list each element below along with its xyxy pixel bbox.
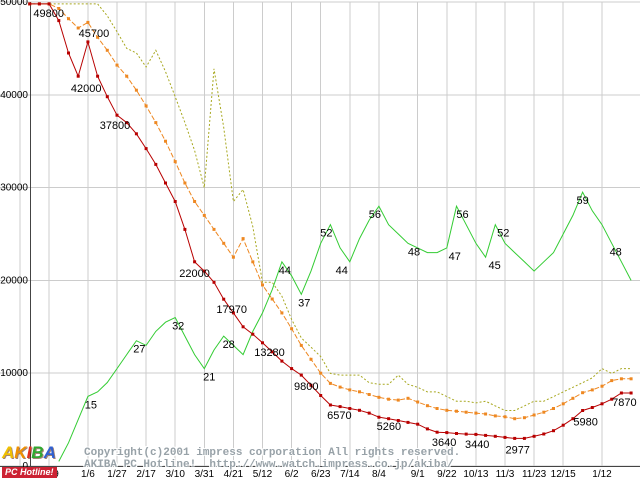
svg-text:59: 59 [576, 195, 588, 207]
svg-text:44: 44 [279, 265, 291, 277]
svg-text:9800: 9800 [294, 381, 318, 393]
svg-text:9/22: 9/22 [437, 469, 457, 480]
svg-text:10000: 10000 [0, 368, 28, 379]
svg-text:5/12: 5/12 [253, 469, 273, 480]
svg-text:1/12: 1/12 [592, 469, 612, 480]
svg-text:45700: 45700 [79, 28, 110, 40]
svg-text:1/27: 1/27 [107, 469, 127, 480]
svg-text:6/23: 6/23 [311, 469, 331, 480]
logo-letter: A [43, 443, 56, 462]
svg-text:37: 37 [298, 297, 310, 309]
svg-text:50000: 50000 [0, 0, 28, 8]
svg-text:8/4: 8/4 [372, 469, 386, 480]
svg-text:52: 52 [497, 228, 509, 240]
svg-text:56: 56 [369, 209, 381, 221]
svg-text:7/14: 7/14 [340, 469, 360, 480]
svg-text:22000: 22000 [179, 268, 210, 280]
svg-text:44: 44 [336, 265, 348, 277]
svg-text:15: 15 [85, 399, 97, 411]
y-axis-labels: 0 10000 20000 30000 40000 50000 [0, 0, 28, 472]
akiba-logo: AKIBA PC Hotline! [2, 443, 84, 479]
series-shop-count [58, 191, 632, 462]
svg-text:5980: 5980 [573, 417, 597, 429]
svg-text:30000: 30000 [0, 183, 28, 194]
svg-text:17970: 17970 [216, 304, 247, 316]
data-labels: 49800 45700 42000 37800 22000 17970 13280 9800 6… [33, 8, 636, 456]
svg-text:13280: 13280 [254, 347, 285, 359]
akiba-logo-subtitle: PC Hotline! [2, 467, 57, 478]
svg-text:4/21: 4/21 [224, 469, 244, 480]
svg-text:45: 45 [488, 260, 500, 272]
site-line: AKIBA PC Hotline! http://www.watch.impre… [84, 459, 454, 471]
svg-text:49800: 49800 [33, 8, 64, 20]
svg-text:47: 47 [449, 251, 461, 263]
site-line-gap [196, 459, 209, 471]
akiba-logo-word: AKIBA [2, 443, 84, 463]
svg-text:1/6: 1/6 [81, 469, 95, 480]
series-average-price [28, 2, 633, 421]
svg-text:9/1: 9/1 [411, 469, 425, 480]
series-highest-price [29, 3, 632, 411]
site-url: http://www.watch.impress.co.jp/akiba/ [209, 459, 454, 471]
svg-text:5260: 5260 [377, 421, 401, 433]
svg-text:11/23: 11/23 [522, 469, 547, 480]
svg-text:3640: 3640 [432, 437, 456, 449]
svg-text:37800: 37800 [100, 120, 131, 132]
logo-letter: A [2, 443, 15, 462]
svg-text:56: 56 [456, 209, 468, 221]
svg-text:2/17: 2/17 [136, 469, 156, 480]
axes [0, 2, 640, 467]
svg-text:0: 0 [22, 461, 28, 472]
svg-text:32: 32 [172, 321, 184, 333]
site-name: AKIBA PC Hotline! [84, 459, 197, 471]
svg-text:48: 48 [610, 246, 622, 258]
logo-letter: K [14, 443, 27, 462]
svg-text:6570: 6570 [327, 410, 351, 422]
logo-letter: B [31, 443, 44, 462]
svg-text:2977: 2977 [505, 444, 529, 456]
svg-text:11/3: 11/3 [496, 469, 515, 480]
logo-letter: I [26, 443, 32, 462]
svg-text:42000: 42000 [71, 83, 102, 95]
copyright-text: Copyright(c)2001 impress corporation All… [84, 447, 461, 459]
svg-text:6/2: 6/2 [285, 469, 299, 480]
svg-text:27: 27 [133, 344, 145, 356]
svg-text:12/15: 12/15 [551, 469, 576, 480]
svg-text:7870: 7870 [612, 397, 636, 409]
svg-text:20000: 20000 [0, 275, 28, 286]
svg-text:10/13: 10/13 [463, 469, 488, 480]
svg-text:52: 52 [320, 228, 332, 240]
svg-text:21: 21 [203, 372, 215, 384]
svg-text:3/31: 3/31 [195, 469, 215, 480]
svg-text:3/10: 3/10 [165, 469, 185, 480]
svg-text:48: 48 [408, 246, 420, 258]
series-lowest-price [28, 2, 633, 440]
svg-text:3440: 3440 [465, 439, 489, 451]
svg-text:40000: 40000 [0, 90, 28, 101]
svg-text:28: 28 [223, 339, 235, 351]
